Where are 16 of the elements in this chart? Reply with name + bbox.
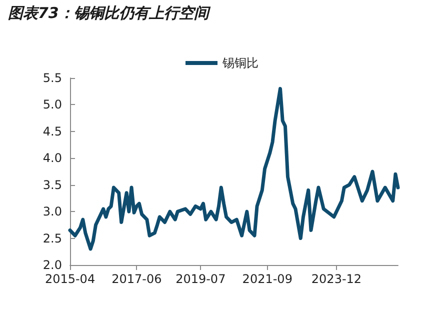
chart-title: 图表73：锡铜比仍有上行空间 (8, 4, 209, 23)
y-tick-label: 5.5 (42, 71, 62, 85)
x-tick-label: 2019-07 (176, 272, 226, 286)
x-tick-label: 2015-04 (44, 272, 96, 286)
y-tick-label: 4.0 (42, 151, 62, 166)
y-tick-label: 5.0 (42, 98, 62, 112)
x-tick-label: 2021-09 (242, 272, 292, 286)
line-series (68, 86, 400, 251)
y-tick-label: 3.0 (42, 204, 62, 219)
legend-label: 锡铜比 (222, 56, 258, 70)
x-tick-label: 2017-06 (112, 272, 162, 286)
y-tick-label: 3.5 (42, 178, 62, 192)
y-tick-label: 2.0 (42, 258, 62, 272)
y-tick-label: 2.5 (42, 231, 62, 246)
y-tick-label: 4.5 (42, 124, 62, 138)
x-tick-label: 2023-12 (311, 272, 362, 286)
